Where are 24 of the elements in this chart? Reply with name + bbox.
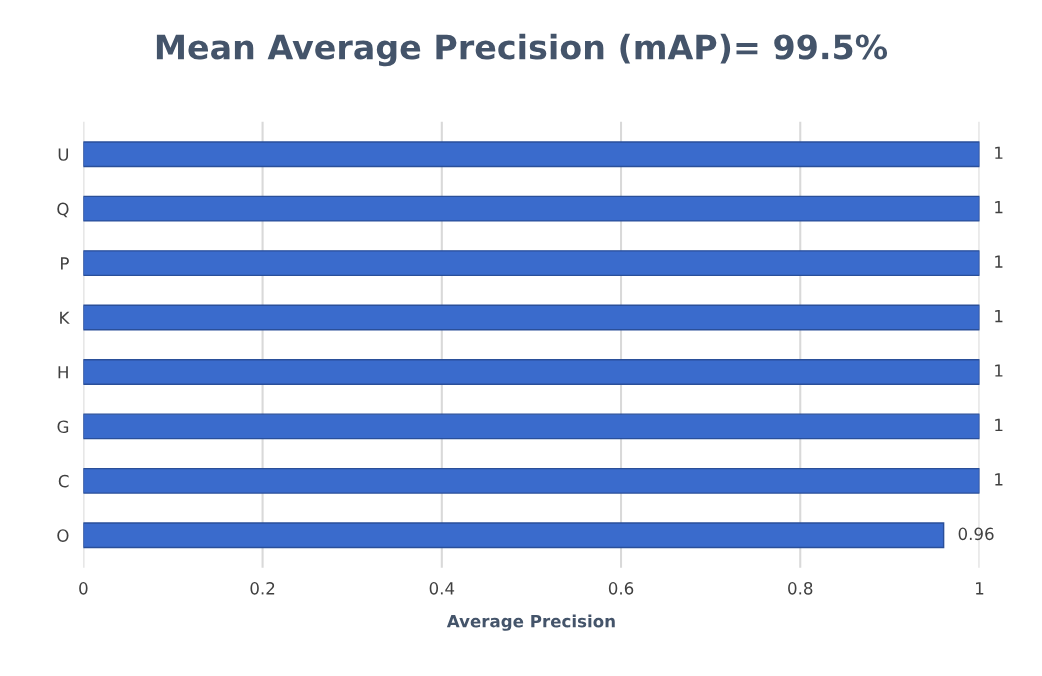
x-tick-label: 1 [976, 582, 984, 595]
data-label: 1 [995, 201, 1003, 214]
data-label: 1 [995, 473, 1003, 486]
x-tick-label: 0 [79, 582, 88, 595]
data-label: 1 [995, 418, 1003, 432]
x-tick-label: 0.4 [429, 582, 455, 595]
y-tick-label: K [60, 311, 70, 324]
y-tick-label: O [57, 529, 69, 542]
data-label: 1 [995, 146, 1003, 159]
y-tick-label: G [57, 420, 69, 433]
data-label: 1 [995, 309, 1003, 323]
x-tick-label: 0.8 [788, 582, 813, 595]
y-tick-label: U [58, 148, 69, 161]
data-label: 1 [995, 255, 1003, 268]
chart-title: Mean Average Precision (mAP)= 99.5% [156, 33, 888, 67]
data-label: 1 [995, 364, 1003, 377]
x-tick-label: 0.2 [250, 582, 275, 595]
x-axis-title: Average Precision [446, 614, 615, 631]
x-tick-label: 0.6 [608, 582, 634, 595]
y-tick-label: P [61, 257, 69, 270]
y-tick-label: Q [57, 202, 69, 218]
data-label: 0.96 [958, 527, 994, 541]
y-tick-label: H [58, 366, 68, 379]
y-tick-label: C [58, 474, 69, 488]
